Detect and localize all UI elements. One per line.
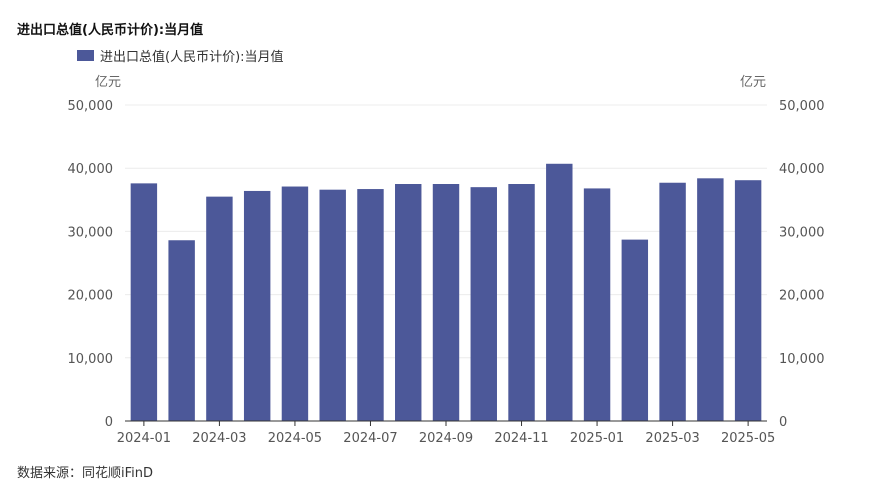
bar-2024-09[interactable] — [432, 184, 460, 421]
y-tick-label-left: 30,000 — [68, 225, 114, 240]
y-tick-label-left: 0 — [105, 415, 113, 430]
chart-title: 进出口总值(人民币计价):当月值 — [17, 23, 204, 38]
y-axis-unit-right: 亿元 — [740, 75, 767, 90]
x-tick-label: 2025-01 — [570, 431, 624, 446]
y-tick-label-right: 0 — [779, 415, 787, 430]
y-axis-unit-left: 亿元 — [95, 75, 122, 90]
bar-2025-05[interactable] — [734, 180, 762, 421]
bar-2024-06[interactable] — [319, 189, 346, 421]
x-tick-label: 2024-11 — [494, 431, 548, 446]
legend-label: 进出口总值(人民币计价):当月值 — [100, 50, 284, 65]
bar-2025-01[interactable] — [583, 188, 611, 421]
y-tick-label-right: 50,000 — [779, 99, 825, 114]
legend[interactable]: 进出口总值(人民币计价):当月值 — [77, 46, 284, 65]
x-tick-label: 2024-05 — [268, 431, 322, 446]
bar-2024-03[interactable] — [206, 196, 233, 421]
bar-2025-02[interactable] — [621, 239, 649, 421]
bar-2024-04[interactable] — [243, 190, 271, 421]
legend-swatch — [77, 50, 94, 61]
data-source: 数据来源：同花顺iFinD — [17, 466, 154, 481]
bar-2024-11[interactable] — [508, 184, 535, 421]
bar-2024-02[interactable] — [168, 240, 195, 421]
bar-2025-03[interactable] — [659, 182, 686, 421]
bar-2024-01[interactable] — [130, 183, 158, 421]
bar-2024-05[interactable] — [281, 186, 309, 421]
bar-2024-12[interactable] — [546, 163, 573, 421]
y-tick-label-left: 40,000 — [68, 162, 114, 177]
bar-2024-10[interactable] — [470, 187, 497, 421]
y-tick-label-left: 10,000 — [68, 352, 114, 367]
x-tick-label: 2024-09 — [419, 431, 473, 446]
x-tick-label: 2024-03 — [192, 431, 246, 446]
x-tick-label: 2024-07 — [343, 431, 397, 446]
y-tick-label-left: 20,000 — [68, 289, 114, 304]
bar-2025-04[interactable] — [697, 178, 724, 421]
x-tick-label: 2024-01 — [117, 431, 171, 446]
bar-2024-07[interactable] — [357, 189, 384, 421]
y-tick-label-right: 10,000 — [779, 352, 825, 367]
x-tick-label: 2025-05 — [721, 431, 775, 446]
y-tick-label-left: 50,000 — [68, 99, 114, 114]
y-tick-label-right: 40,000 — [779, 162, 825, 177]
x-tick-label: 2025-03 — [645, 431, 699, 446]
bar-2024-08[interactable] — [395, 184, 422, 421]
y-tick-label-right: 20,000 — [779, 289, 825, 304]
y-tick-label-right: 30,000 — [779, 225, 825, 240]
